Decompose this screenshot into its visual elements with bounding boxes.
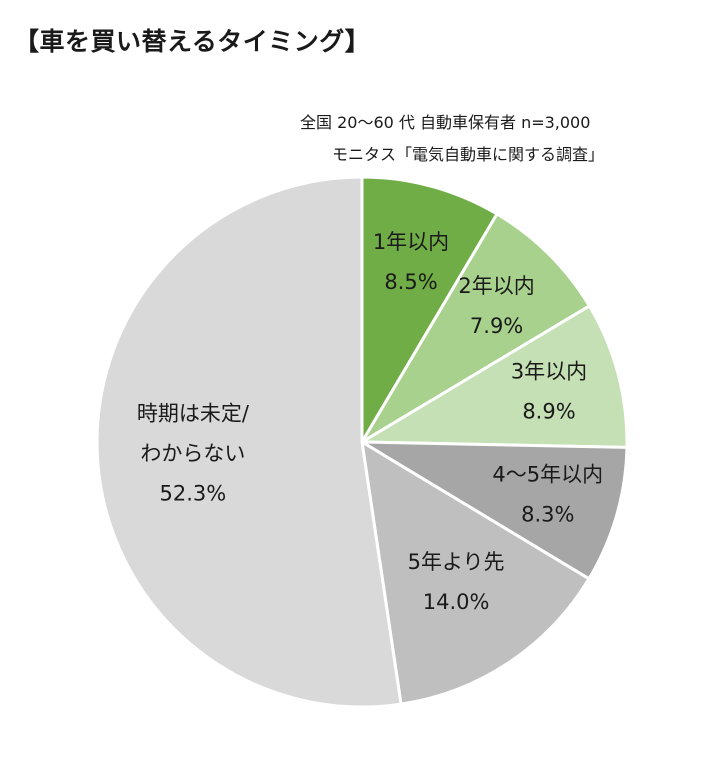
slice-value-2: 7.9% [470,314,523,338]
pie-slice-5 [360,439,592,706]
slice-value-4: 8.3% [521,503,574,527]
slice-label-3: 3年以内 [511,359,587,383]
slice-value-5: 14.0% [423,590,490,614]
slice-label-1: 1年以内 [373,230,449,254]
source-note-sample: 全国 20～60 代 自動車保有者 n=3,000 [300,113,591,132]
pie-slice-2 [360,211,592,444]
slice-label-2: 2年以内 [458,274,534,298]
slice-label-6: わからない [140,442,245,466]
slice-value-6: 52.3% [160,482,227,506]
page-title: 【車を買い替えるタイミング】 [14,27,371,56]
pie-slice-4 [356,440,629,581]
pie-slice-3 [356,303,629,449]
slice-label-4: 4～5年以内 [492,463,603,487]
pie-slice-1 [360,175,500,448]
source-note-survey: モニタス「電気自動車に関する調査」 [332,145,605,164]
slice-value-3: 8.9% [522,399,575,423]
slice-label-6: 時期は未定/ [137,402,250,426]
slice-value-1: 8.5% [384,270,437,294]
slice-label-5: 5年より先 [408,550,505,574]
pie-slice-6 [95,175,403,709]
